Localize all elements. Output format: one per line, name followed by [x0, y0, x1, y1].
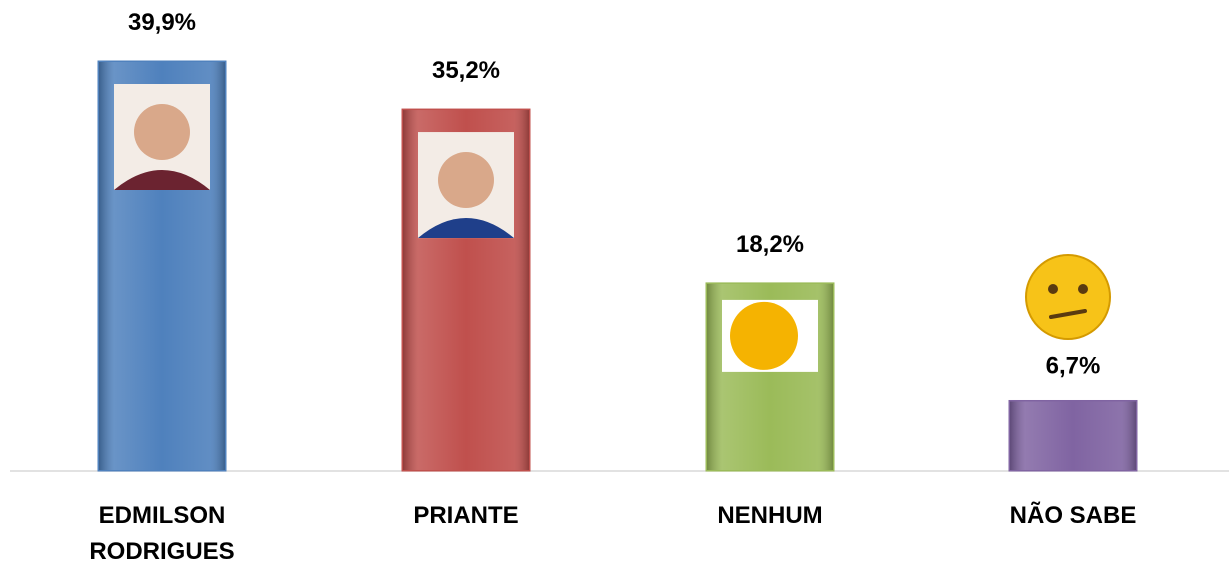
value-label: 6,7%: [1046, 352, 1101, 379]
value-label: 35,2%: [432, 57, 500, 84]
value-label: 39,9%: [128, 9, 196, 36]
value-label: 18,2%: [736, 231, 804, 258]
x-tick-label: EDMILSON RODRIGUES: [62, 498, 262, 566]
x-tick-label: NENHUM: [670, 498, 870, 534]
photo-face: [438, 152, 494, 208]
emoji: [730, 302, 798, 370]
plot: 39,9% 35,2% 18,2% 6,7%: [0, 0, 1229, 566]
x-tick-label: NÃO SABE: [973, 498, 1173, 534]
emoji-eye: [1078, 284, 1088, 294]
chart: 39,9% 35,2% 18,2% 6,7% EDMILSON RODRIGUES PR…: [0, 0, 1229, 566]
x-tick-label: PRIANTE: [366, 498, 566, 534]
photo-face: [134, 104, 190, 160]
emoji: [1026, 255, 1110, 339]
emoji-eye: [1048, 284, 1058, 294]
bar-bevel: [1010, 401, 1136, 470]
